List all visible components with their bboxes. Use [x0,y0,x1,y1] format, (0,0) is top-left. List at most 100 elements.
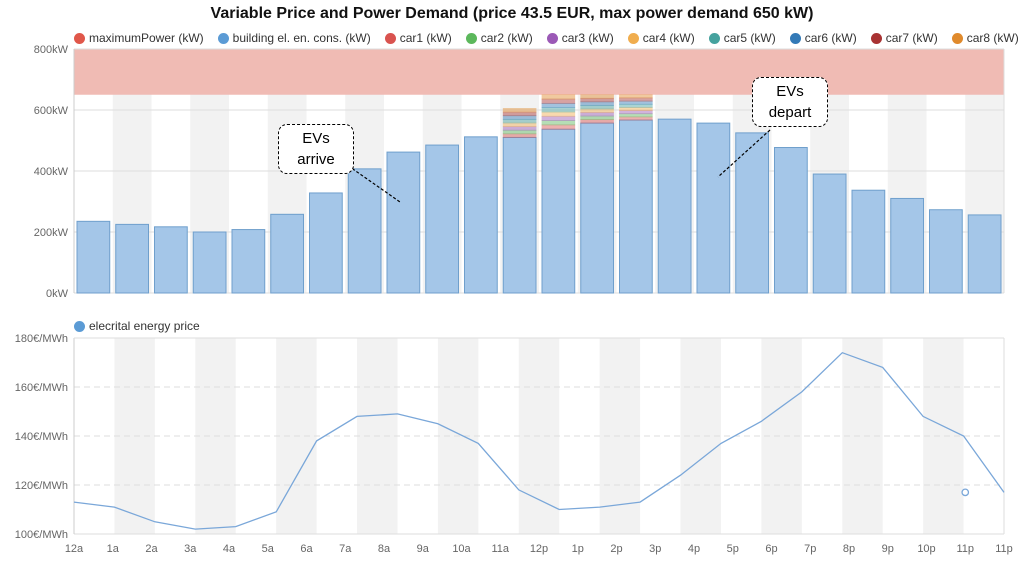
price-endpoint-marker [961,488,970,497]
bar-chart-y-tick-label: 600kW [34,105,69,117]
car-charging-bar [541,111,576,117]
evs-arrive-callout: EVs arrive [278,124,354,174]
legend-label: car1 (kW) [399,31,452,45]
line-chart-x-tick-label: 7p [804,543,816,555]
building-consumption-bar [425,144,459,294]
bar-chart-y-tick-label: 0kW [46,288,69,300]
line-chart-x-tick-label: 8a [378,543,391,555]
power-legend-item[interactable]: car6 (kW) [789,31,857,45]
power-legend-item[interactable]: car1 (kW) [384,31,452,45]
car-charging-bar [541,120,576,126]
building-consumption-bar [192,231,227,294]
car-charging-bar [502,118,537,124]
power-legend-item[interactable]: car2 (kW) [465,31,533,45]
building-consumption-bar [774,147,808,294]
car-charging-bar [619,94,653,99]
legend-label: car8 (kW) [966,31,1019,45]
callout-arrive-line1: EVs [302,130,330,147]
line-chart-x-tick-label: 2p [610,543,622,555]
building-consumption-bar [541,128,576,294]
car-charging-bar [619,113,653,118]
line-chart-x-tick-label: 11p [995,543,1013,555]
bar-chart-y-tick-label: 200kW [34,227,69,239]
depart-callout-pointer [717,129,771,178]
callout-depart-line1: EVs [776,83,804,100]
line-chart-x-tick-label: 4p [688,543,700,555]
building-consumption-bar [270,213,304,294]
car-charging-bar [541,94,576,100]
power-legend-item[interactable]: building el. en. cons. (kW) [217,31,371,45]
building-consumption-bar [851,189,886,294]
line-chart-x-tick-label: 7a [339,543,352,555]
car-charging-bar [619,110,653,115]
line-chart-x-tick-label: 11p [956,543,974,555]
legend-dot-icon [708,32,720,44]
callout-arrive-line2: arrive [297,151,335,168]
line-chart-y-tick-label: 160€/MWh [15,382,68,394]
line-chart-x-tick-label: 1p [572,543,584,555]
line-chart-x-tick-label: 9p [882,543,894,555]
legend-label: building el. en. cons. (kW) [232,31,371,45]
line-chart-x-tick-label: 5p [727,543,739,555]
bar-chart-y-tick-label: 400kW [34,166,69,178]
power-legend: maximumPower (kW) building el. en. cons. … [74,31,1019,45]
legend-label: maximumPower (kW) [89,31,204,45]
line-chart-x-tick-label: 9a [417,543,430,555]
power-legend-item[interactable]: car4 (kW) [627,31,695,45]
power-legend-item[interactable]: maximumPower (kW) [74,31,204,45]
car-charging-bar [502,108,537,113]
legend-dot-icon [951,32,963,44]
power-legend-item[interactable]: car8 (kW) [951,31,1019,45]
car-charging-bar [619,97,653,102]
legend-dot-icon [465,32,477,44]
line-chart-x-tick-label: 5a [262,543,275,555]
line-chart-x-tick-label: 12p [530,543,548,555]
car-charging-bar [502,126,537,131]
car-charging-bar [619,107,653,111]
line-chart-x-tick-label: 6a [300,543,313,555]
car-charging-bar [502,122,537,127]
line-chart-x-tick-label: 6p [765,543,777,555]
car-charging-bar [541,115,576,121]
legend-dot-icon [546,32,558,44]
line-chart-x-tick-label: 10p [917,543,935,555]
line-chart-x-tick-label: 3p [649,543,661,555]
car-charging-bar [580,104,614,110]
building-consumption-bar [657,118,692,294]
building-consumption-bar [231,229,266,294]
power-legend-item[interactable]: car5 (kW) [708,31,776,45]
power-legend-item[interactable]: car7 (kW) [870,31,938,45]
line-chart-y-tick-label: 180€/MWh [15,333,68,345]
line-chart-y-tick-label: 120€/MWh [15,480,68,492]
chart-title: Variable Price and Power Demand (price 4… [210,5,814,22]
evs-depart-callout: EVs depart [752,77,828,127]
car-charging-bar [619,103,653,108]
car-charging-bar [502,111,537,117]
car-charging-bar [502,115,537,120]
car-charging-bar [541,124,576,130]
line-chart-y-tick-label: 100€/MWh [15,529,68,541]
car-charging-bar [580,94,614,99]
legend-label: car3 (kW) [561,31,614,45]
legend-dot-icon [217,32,229,44]
car-charging-bar [502,133,537,138]
building-consumption-bar [154,226,188,294]
maximum-power-band [74,49,1004,95]
line-chart-x-tick-label: 11a [491,543,509,555]
line-chart-x-tick-label: 3a [184,543,197,555]
power-legend-item[interactable]: car3 (kW) [546,31,614,45]
car-charging-bar [580,108,614,113]
car-charging-bar [580,101,614,106]
legend-label: car6 (kW) [804,31,857,45]
bar-chart-y-tick-label: 800kW [34,44,69,56]
building-consumption-bar [347,168,382,294]
legend-label: car2 (kW) [480,31,533,45]
price-legend-item[interactable]: elecrital energy price [74,319,200,333]
legend-dot-icon [74,320,85,332]
building-consumption-bar [76,220,111,294]
line-chart-x-tick-label: 4a [223,543,236,555]
building-consumption-bar [967,214,1002,294]
line-chart-x-tick-label: 8p [843,543,855,555]
building-consumption-bar [929,209,963,294]
building-consumption-bar [580,122,614,294]
